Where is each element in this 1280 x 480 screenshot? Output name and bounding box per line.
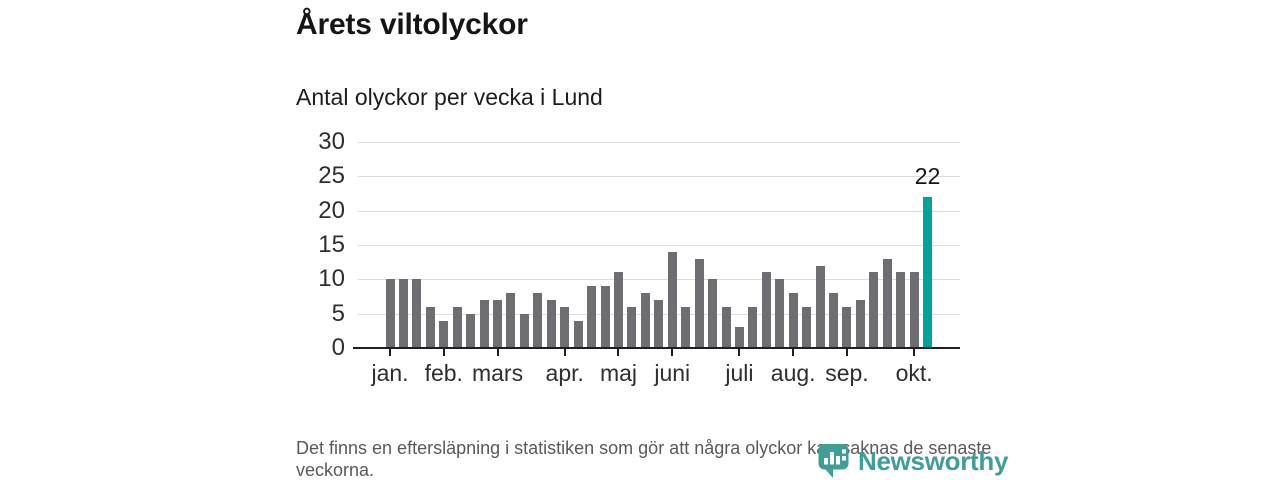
y-axis-tick-label: 30 [318, 128, 345, 155]
bar-week [640, 293, 650, 348]
y-axis-tick-label: 0 [331, 334, 345, 361]
bar-week [546, 299, 556, 348]
chart-title: Årets viltolyckor [296, 8, 528, 41]
gridline [358, 176, 960, 178]
bar-week [829, 293, 839, 348]
x-axis-month-label: maj [599, 360, 637, 386]
gridline [358, 142, 960, 143]
x-axis-tick [792, 349, 795, 356]
bar-week [708, 279, 718, 348]
bar-week [533, 293, 543, 348]
x-axis-baseline [353, 347, 960, 349]
bar-week [734, 327, 744, 348]
brand-name: Newsworthy [858, 445, 1009, 476]
bar-current-week [923, 196, 933, 348]
bar-week [721, 306, 731, 348]
x-axis-tick [617, 349, 620, 356]
bar-week [802, 306, 812, 348]
x-axis-month-label: apr. [545, 360, 584, 386]
x-axis-month-label: jan. [371, 360, 409, 386]
y-axis-tick-label: 25 [318, 162, 345, 190]
bar-week [761, 272, 771, 348]
x-axis-month-label: mars [471, 360, 524, 386]
bar-week [493, 299, 503, 348]
bar-week [600, 286, 610, 348]
x-axis-tick [389, 349, 391, 356]
bar-week [775, 279, 785, 348]
bar-week [896, 272, 906, 348]
y-axis-tick-label: 10 [318, 265, 345, 293]
bar-week [869, 272, 879, 348]
footer-note: Det finns en eftersläpning i statistiken… [296, 438, 992, 480]
bar-week [627, 306, 637, 348]
gridline [358, 245, 960, 246]
bar-week [519, 313, 529, 348]
x-axis-tick [671, 349, 674, 356]
y-axis-tick-label: 15 [318, 231, 345, 258]
bar-week [452, 306, 462, 348]
y-axis-labels: 0 5 10 15 20 25 30 [288, 128, 345, 361]
y-axis-tick-label: 5 [331, 299, 345, 327]
y-axis-tick-label: 20 [318, 196, 345, 224]
x-axis-month-label: juli [725, 360, 754, 386]
x-axis-month-label: aug. [770, 360, 816, 386]
bar-week [398, 279, 408, 348]
bar-week [882, 258, 892, 348]
x-axis-tick [845, 349, 848, 356]
x-axis-month-label: juni [654, 360, 691, 386]
x-axis-month-label: sep. [825, 360, 869, 386]
x-axis-month-label: okt. [895, 360, 933, 386]
highlight-value-label: 22 [914, 162, 941, 189]
bar-week [439, 320, 449, 348]
bar-week [667, 251, 677, 348]
bar-week [855, 299, 865, 348]
bar-week [425, 306, 435, 348]
bar-week [748, 306, 758, 348]
x-axis-tick [442, 349, 445, 356]
bar-week [466, 313, 476, 348]
x-axis-tick [913, 349, 916, 356]
bar-week [560, 306, 570, 348]
x-axis-tick [738, 349, 741, 356]
bar-week [654, 299, 664, 348]
gridline [358, 279, 960, 281]
plot-area: jan. feb. mars apr. maj juni juli aug. sep. okt. 2… [353, 142, 960, 386]
bar-week [788, 293, 798, 348]
bar-week [694, 258, 704, 348]
brand-logo: Newsworthy [817, 443, 1008, 479]
bar-week [909, 272, 919, 348]
x-axis-month-label: feb. [424, 360, 463, 386]
x-axis-tick [496, 349, 499, 356]
bar-week [587, 286, 597, 348]
bar-week [506, 293, 516, 348]
bar-week [479, 299, 489, 348]
bar-week [573, 320, 583, 348]
bar-week [385, 279, 395, 348]
bar-week [613, 272, 623, 348]
bar-week [842, 306, 852, 348]
bar-week [815, 265, 825, 348]
chart-subtitle: Antal olyckor per vecka i Lund [296, 84, 603, 110]
bar-week [681, 306, 691, 348]
bar-week [412, 279, 422, 348]
newsworthy-pin-barchart-icon [817, 443, 850, 479]
x-axis-tick [563, 349, 566, 356]
gridline [358, 210, 960, 212]
